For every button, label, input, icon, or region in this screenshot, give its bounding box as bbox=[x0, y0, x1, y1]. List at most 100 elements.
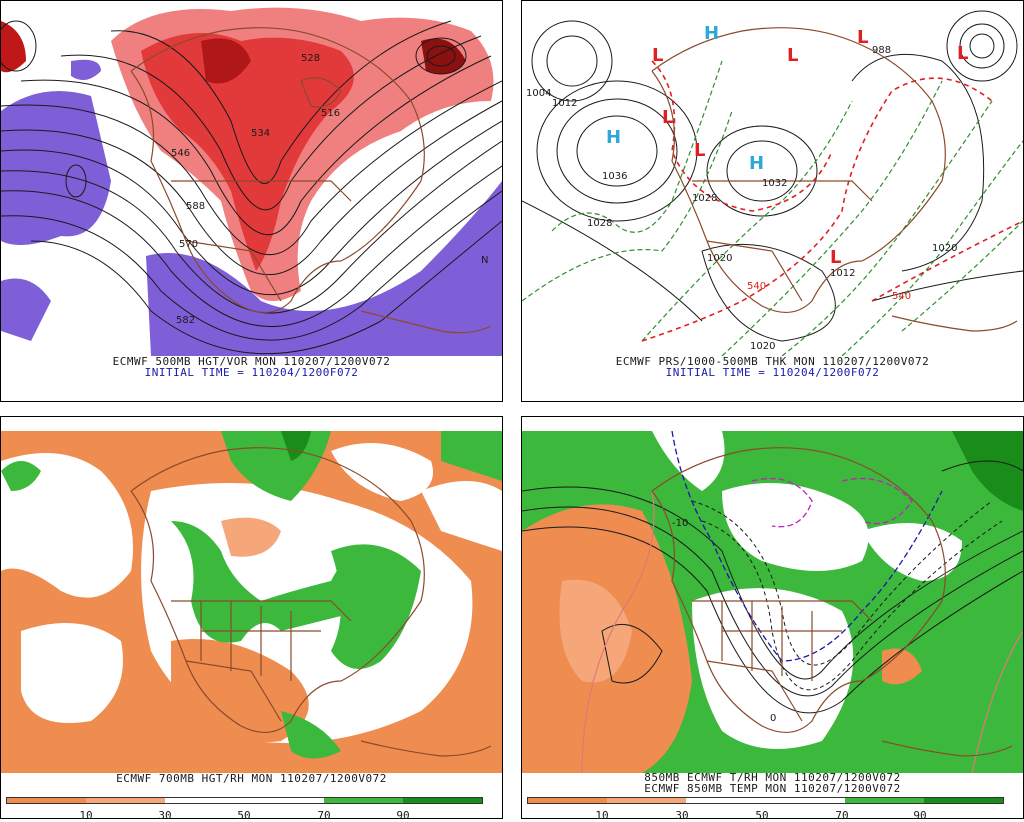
scale-swatch bbox=[244, 798, 324, 803]
rh-color-scale: 10 30 50 70 90 bbox=[527, 797, 1004, 822]
rh-moist-region bbox=[952, 431, 1023, 511]
rh-moist-region bbox=[441, 431, 502, 481]
thickness-label: 540 bbox=[747, 281, 766, 292]
rh-white-region bbox=[421, 481, 502, 551]
state-borders bbox=[721, 601, 842, 681]
coastline bbox=[881, 740, 1013, 757]
isobar-label: 1036 bbox=[602, 171, 627, 182]
vorticity-center-label: N bbox=[481, 255, 488, 266]
rh-white-region bbox=[331, 443, 433, 501]
coastline bbox=[360, 310, 492, 334]
low-pressure-symbol: L bbox=[694, 140, 705, 161]
scale-swatch bbox=[86, 798, 166, 803]
rh-moist-region bbox=[281, 431, 311, 461]
scale-swatch bbox=[923, 798, 1004, 803]
red-vorticity-core bbox=[1, 21, 26, 73]
isobar-label: 1020 bbox=[932, 243, 957, 254]
purple-vorticity-region bbox=[1, 278, 51, 341]
coastline bbox=[360, 740, 492, 757]
contour-label: 534 bbox=[251, 128, 270, 139]
coastline bbox=[130, 27, 425, 313]
purple-vorticity-region bbox=[1, 91, 111, 245]
high-pressure-symbol: H bbox=[704, 23, 719, 44]
panel-850mb-t-rh: 0 -10 850MB ECMWF T/RH MON 110207/1200V0… bbox=[521, 416, 1024, 822]
scale-tick: 50 bbox=[755, 809, 769, 822]
scale-swatch bbox=[402, 798, 483, 803]
coastline bbox=[130, 447, 425, 733]
isobar-label: 1012 bbox=[830, 268, 855, 279]
coastline bbox=[300, 77, 342, 108]
contour-label: 582 bbox=[176, 315, 195, 326]
isobar-label: 1020 bbox=[707, 253, 732, 264]
scale-tick: 30 bbox=[158, 809, 172, 822]
low-pressure-symbol: L bbox=[652, 45, 663, 66]
coastline bbox=[891, 315, 1018, 332]
low-pressure-symbol: L bbox=[957, 43, 968, 64]
coastline bbox=[651, 447, 946, 733]
rh-dry-region bbox=[221, 517, 281, 557]
map-850mb: 0 -10 bbox=[522, 431, 1023, 773]
scale-swatch bbox=[7, 798, 87, 803]
border bbox=[185, 240, 282, 302]
scale-swatch bbox=[165, 798, 245, 803]
scale-tick: 50 bbox=[237, 809, 251, 822]
map-500mb: 588 570 582 546 528 516 534 N bbox=[1, 1, 502, 356]
rh-white-region bbox=[21, 623, 123, 723]
low-pressure-symbol: L bbox=[857, 27, 868, 48]
panel-500mb-hgt-vor: 588 570 582 546 528 516 534 N ECMWF 500M… bbox=[0, 0, 503, 402]
low-pressure-symbol: L bbox=[662, 107, 673, 128]
purple-vorticity-region bbox=[71, 59, 101, 80]
contour-label: 516 bbox=[321, 108, 340, 119]
isobar-label: 1028 bbox=[587, 218, 612, 229]
border bbox=[706, 660, 803, 722]
panel-700mb-hgt-rh: ECMWF 700MB HGT/RH MON 110207/1200V072 1… bbox=[0, 416, 503, 822]
border bbox=[692, 600, 873, 622]
scale-tick: 10 bbox=[595, 809, 609, 822]
high-pressure-symbol: H bbox=[606, 127, 621, 148]
rh-dry-region bbox=[171, 639, 309, 743]
panel-title: ECMWF 500MB HGT/VOR MON 110207/1200V072 bbox=[112, 355, 391, 368]
red-vorticity-region bbox=[141, 33, 354, 271]
rh-white-region bbox=[1, 453, 133, 598]
rh-white-region bbox=[722, 483, 869, 571]
temperature-label: -10 bbox=[672, 518, 688, 529]
scale-swatch bbox=[686, 798, 766, 803]
border bbox=[185, 660, 282, 722]
contour-label: 546 bbox=[171, 148, 190, 159]
coastline bbox=[651, 27, 946, 313]
panel-prs-thk: H H H L L L L L L L 1036 1028 1020 1028 … bbox=[521, 0, 1024, 402]
panel-subtitle: INITIAL TIME = 110204/1200F072 bbox=[144, 366, 359, 379]
red-vorticity-core bbox=[421, 38, 466, 75]
isobar-label: 988 bbox=[872, 45, 891, 56]
border bbox=[171, 180, 352, 202]
contour-label: 528 bbox=[301, 53, 320, 64]
rh-white-region bbox=[862, 523, 962, 581]
border bbox=[706, 240, 803, 302]
panel-title: ECMWF 700MB HGT/RH MON 110207/1200V072 bbox=[116, 772, 387, 785]
map-prs-thk: H H H L L L L L L L 1036 1028 1020 1028 … bbox=[522, 1, 1023, 356]
low-pressure-symbol: L bbox=[830, 247, 841, 268]
temperature-label: 0 bbox=[770, 713, 776, 724]
isobar-label: 1020 bbox=[750, 341, 775, 352]
scale-tick: 30 bbox=[675, 809, 689, 822]
map-prs-thk-svg: H H H L L L L L L L 1036 1028 1020 1028 … bbox=[522, 1, 1023, 356]
panel-subtitle: ECMWF 850MB TEMP MON 110207/1200V072 bbox=[644, 782, 901, 795]
rh-moist-region bbox=[171, 521, 388, 643]
map-850mb-svg: 0 -10 bbox=[522, 431, 1023, 773]
panel-title: ECMWF PRS/1000-500MB THK MON 110207/1200… bbox=[615, 355, 930, 368]
scale-swatch bbox=[528, 798, 608, 803]
rh-moist-region bbox=[331, 544, 421, 669]
map-700mb-svg bbox=[1, 431, 502, 773]
contour-label: 570 bbox=[179, 239, 198, 250]
thickness-label: 540 bbox=[892, 291, 911, 302]
border bbox=[171, 600, 352, 622]
isobar-label: 1004 bbox=[526, 88, 551, 99]
state-borders bbox=[200, 601, 321, 681]
scale-tick: 90 bbox=[396, 809, 410, 822]
map-500mb-svg: 588 570 582 546 528 516 534 N bbox=[1, 1, 502, 356]
panel-title: 850MB ECMWF T/RH MON 110207/1200V072 bbox=[644, 771, 901, 784]
scale-tick: 70 bbox=[317, 809, 331, 822]
red-vorticity-core bbox=[201, 38, 251, 84]
panel-subtitle: INITIAL TIME = 110204/1200F072 bbox=[665, 366, 880, 379]
scale-tick: 70 bbox=[835, 809, 849, 822]
